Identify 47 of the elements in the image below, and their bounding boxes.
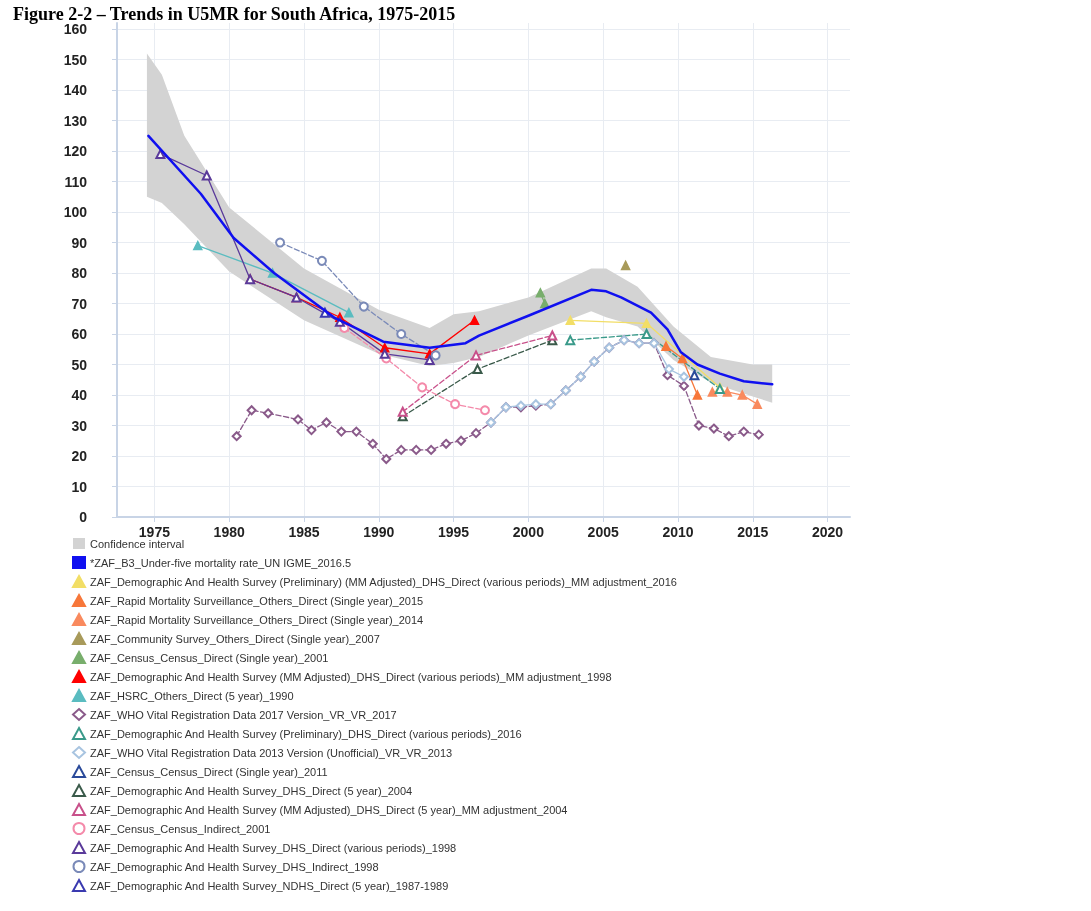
y-tick-label: 80 (71, 265, 88, 282)
y-tick-label: 90 (71, 234, 88, 251)
legend-label: ZAF_Census_Census_Indirect_2001 (90, 822, 271, 835)
legend-label: ZAF_Demographic And Health Survey_NDHS_Direct (5 year)_1987-1989 (90, 879, 449, 892)
x-tick-label: 1985 (288, 524, 320, 540)
y-tick-label: 20 (71, 448, 88, 465)
legend-label: ZAF_Rapid Mortality Surveillance_Others_Direct (Single year)_2014 (90, 613, 424, 626)
legend-label: *ZAF_B3_Under-five mortality rate_UN IGME_2016.5 (90, 556, 352, 569)
x-tick-label: 1975 (138, 524, 171, 540)
legend-label: ZAF_WHO Vital Registration Data 2013 Version (Unofficial)_VR_VR_2013 (90, 746, 453, 759)
legend-label: ZAF_Census_Census_Direct (Single year)_2001 (90, 651, 329, 664)
y-tick-label: 0 (79, 509, 88, 525)
x-tick-label: 2015 (737, 524, 769, 540)
x-tick-label: 2010 (662, 524, 694, 540)
x-tick-label: 2000 (512, 524, 545, 540)
y-tick-label: 110 (64, 173, 88, 190)
legend-label: ZAF_WHO Vital Registration Data 2017 Version_VR_VR_2017 (90, 708, 397, 721)
y-tick-label: 100 (63, 204, 88, 221)
y-tick-label: 60 (71, 326, 88, 343)
x-tick-label: 2020 (811, 524, 844, 540)
y-tick-label: 160 (63, 21, 88, 38)
y-tick-label: 50 (71, 356, 88, 373)
chart-title: Figure 2-2 – Trends in U5MR for South Africa, 1975-2015 (13, 4, 456, 24)
legend-label: Confidence interval (90, 537, 185, 550)
legend-label: ZAF_Community Survey_Others_Direct (Single year)_2007 (90, 632, 380, 645)
y-tick-label: 40 (71, 387, 88, 404)
legend-label: ZAF_Demographic And Health Survey_DHS_Direct (various periods)_1998 (90, 841, 457, 854)
x-tick-label: 1980 (213, 524, 245, 540)
legend-label: ZAF_Demographic And Health Survey (Preliminary)_DHS_Direct (various periods)_2016 (90, 727, 522, 740)
y-tick-label: 130 (63, 112, 88, 129)
y-tick-label: 10 (71, 478, 88, 495)
y-tick-label: 150 (63, 51, 88, 68)
y-tick-label: 120 (63, 143, 88, 160)
x-tick-label: 1995 (438, 524, 470, 540)
legend-label: ZAF_Demographic And Health Survey_DHS_Direct (5 year)_2004 (90, 784, 413, 797)
y-tick-label: 30 (71, 417, 88, 434)
legend-label: ZAF_HSRC_Others_Direct (5 year)_1990 (90, 689, 294, 702)
y-tick-label: 140 (63, 82, 88, 99)
legend-label: ZAF_Demographic And Health Survey_DHS_Indirect_1998 (90, 860, 379, 873)
x-tick-label: 2005 (587, 524, 619, 540)
legend-label: ZAF_Demographic And Health Survey (Preliminary) (MM Adjusted)_DHS_Direct (various periods)_MM adjustment_2016 (90, 575, 677, 588)
legend-label: ZAF_Rapid Mortality Surveillance_Others_Direct (Single year)_2015 (90, 594, 424, 607)
x-tick-label: 1990 (363, 524, 395, 540)
legend-label: ZAF_Demographic And Health Survey (MM Adjusted)_DHS_Direct (various periods)_MM adjustment_1998 (90, 670, 612, 683)
legend-label: ZAF_Demographic And Health Survey (MM Adjusted)_DHS_Direct (5 year)_MM adjustment_2004 (90, 803, 568, 816)
y-tick-label: 70 (71, 295, 88, 312)
legend-label: ZAF_Census_Census_Direct (Single year)_2011 (90, 765, 328, 778)
